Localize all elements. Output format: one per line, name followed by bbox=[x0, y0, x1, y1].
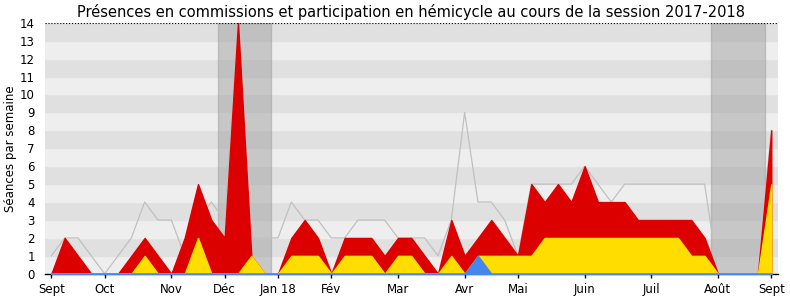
Bar bbox=[711, 23, 765, 274]
Bar bbox=[45, 148, 778, 166]
Bar bbox=[45, 184, 778, 202]
Bar bbox=[45, 166, 778, 184]
Bar bbox=[45, 23, 778, 41]
Bar bbox=[45, 202, 778, 220]
Bar bbox=[218, 23, 271, 274]
Bar bbox=[45, 94, 778, 112]
Bar bbox=[45, 256, 778, 274]
Bar bbox=[45, 238, 778, 256]
Title: Présences en commissions et participation en hémicycle au cours de la session 20: Présences en commissions et participatio… bbox=[77, 4, 745, 20]
Bar bbox=[45, 220, 778, 238]
Bar bbox=[45, 58, 778, 76]
Bar bbox=[45, 76, 778, 94]
Bar bbox=[45, 41, 778, 58]
Y-axis label: Séances par semaine: Séances par semaine bbox=[4, 85, 17, 212]
Bar bbox=[45, 112, 778, 130]
Bar bbox=[45, 130, 778, 148]
